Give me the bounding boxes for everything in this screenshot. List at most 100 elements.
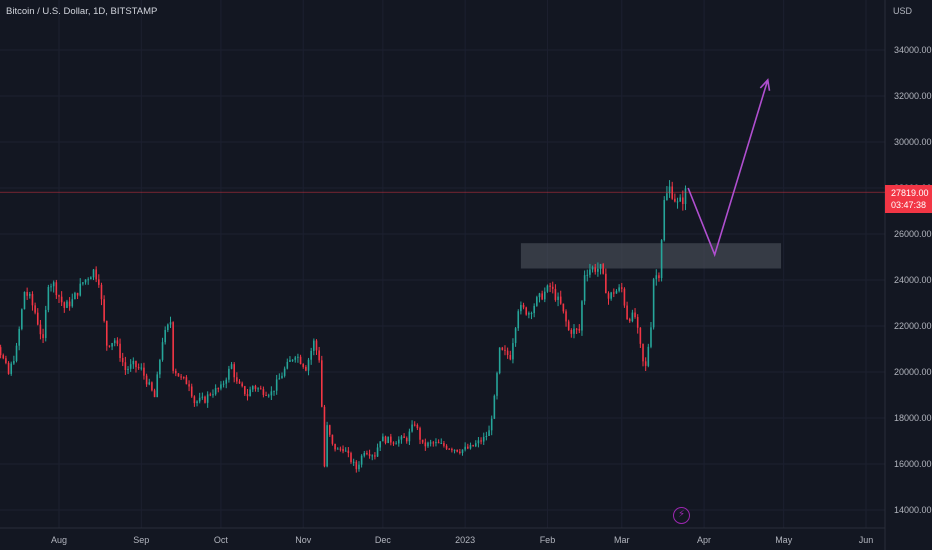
candle-body: [352, 461, 355, 463]
candle-body: [480, 440, 482, 442]
candle-body: [400, 436, 403, 440]
candle-body: [95, 269, 97, 280]
candle-body: [618, 287, 620, 291]
candle-body: [119, 343, 121, 359]
candle-body: [536, 297, 538, 306]
candle-body: [634, 312, 636, 318]
candle-body: [159, 359, 161, 375]
y-tick-label: 34000.00: [894, 45, 932, 55]
candle-body: [52, 282, 55, 287]
candle-body: [2, 355, 5, 359]
candle-body: [501, 347, 504, 350]
candle-body: [493, 395, 496, 419]
y-tick-label: 16000.00: [894, 459, 932, 469]
candle-body: [161, 342, 164, 360]
y-tick-label: 22000.00: [894, 321, 932, 331]
candle-body: [0, 347, 2, 356]
candle-body: [647, 346, 650, 366]
y-tick-label: 30000.00: [894, 137, 932, 147]
candle-body: [188, 384, 190, 387]
candle-body: [190, 386, 193, 397]
candle-body: [87, 279, 90, 281]
candle-body: [23, 291, 26, 310]
candle-body: [334, 443, 336, 450]
candle-body: [286, 361, 289, 369]
candle-body: [477, 440, 480, 444]
x-tick-label: Jun: [859, 535, 874, 545]
candle-body: [668, 186, 671, 194]
candle-body: [403, 436, 405, 438]
candle-body: [684, 188, 687, 205]
candle-body: [419, 428, 421, 440]
candle-body: [111, 343, 113, 347]
candle-body: [148, 382, 151, 385]
candle-body: [76, 292, 79, 296]
candle-body: [228, 368, 230, 380]
candle-body: [201, 396, 204, 398]
candle-body: [55, 282, 58, 296]
candle-body: [464, 446, 466, 450]
candle-body: [323, 406, 326, 467]
candle-body: [236, 377, 238, 382]
candle-body: [512, 343, 514, 360]
candle-body: [259, 388, 262, 390]
x-tick-label: Nov: [295, 535, 312, 545]
candle-body: [246, 394, 249, 397]
candle-body: [682, 197, 684, 205]
candle-body: [238, 381, 241, 384]
candle-body: [212, 394, 214, 396]
candle-body: [610, 292, 612, 299]
candle-body: [623, 288, 626, 306]
candle-body: [453, 449, 456, 451]
support-zone: [520, 243, 782, 269]
y-tick-label: 18000.00: [894, 413, 932, 423]
candle-body: [313, 340, 315, 351]
candle-body: [249, 389, 251, 397]
candle-body: [84, 279, 87, 283]
candle-body: [156, 374, 159, 398]
candle-body: [233, 364, 236, 378]
candle-body: [177, 373, 180, 377]
candle-body: [172, 322, 174, 371]
last-price-value: 27819.00: [891, 188, 929, 198]
candle-body: [21, 309, 23, 329]
candle-body: [655, 275, 658, 280]
candle-body: [554, 288, 557, 300]
candle-body: [440, 443, 443, 445]
candle-body: [607, 293, 610, 299]
candle-body: [591, 267, 594, 270]
candle-body: [5, 358, 7, 363]
candle-body: [581, 301, 583, 331]
candle-body: [140, 367, 143, 369]
candle-body: [589, 269, 591, 275]
candle-body: [58, 295, 60, 297]
candle-body: [265, 394, 267, 396]
candle-body: [121, 358, 124, 363]
candle-body: [360, 455, 363, 465]
candle-body: [204, 396, 206, 403]
candle-body: [605, 273, 607, 294]
candle-body: [660, 240, 663, 279]
chart-title: Bitcoin / U.S. Dollar, 1D, BITSTAMP: [6, 6, 158, 17]
candle-body: [116, 340, 119, 344]
candle-body: [262, 389, 265, 395]
candle-body: [620, 287, 623, 289]
candle-body: [599, 264, 602, 269]
candle-body: [472, 445, 474, 447]
candle-body: [567, 321, 570, 330]
candle-body: [90, 277, 92, 280]
candle-body: [244, 386, 246, 395]
candle-body: [339, 448, 342, 450]
candle-body: [310, 350, 312, 360]
candle-body: [485, 435, 488, 437]
candle-body: [307, 359, 310, 371]
candle-body: [60, 296, 63, 303]
candle-body: [541, 293, 543, 300]
y-tick-label: 26000.00: [894, 229, 932, 239]
candle-body: [408, 431, 411, 442]
candle-body: [533, 305, 535, 314]
lightning-icon[interactable]: ⚡: [673, 507, 690, 524]
candle-body: [443, 443, 445, 446]
x-tick-label: 2023: [455, 535, 475, 545]
